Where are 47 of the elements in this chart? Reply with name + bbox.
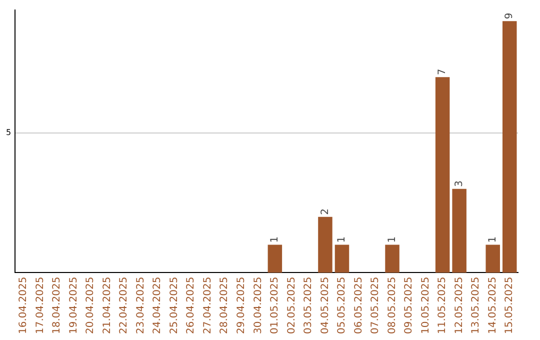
x-tick-label: 12.05.2025 xyxy=(454,276,465,334)
bar xyxy=(452,188,466,273)
data-label: 3 xyxy=(454,180,465,187)
bar xyxy=(268,244,282,273)
x-tick-label: 15.05.2025 xyxy=(504,276,516,334)
x-tick-label: 27.04.2025 xyxy=(202,276,214,334)
x-tick-label: 07.05.2025 xyxy=(370,276,382,334)
bar xyxy=(334,244,350,273)
data-label: 1 xyxy=(487,236,498,243)
x-tick-label: 04.05.2025 xyxy=(320,276,331,334)
bar xyxy=(318,216,332,273)
x-tick-label: 14.05.2025 xyxy=(487,276,498,334)
x-tick-label: 09.05.2025 xyxy=(404,276,415,334)
x-tick-label: 05.05.2025 xyxy=(336,276,348,334)
x-tick-label: 19.04.2025 xyxy=(68,276,80,334)
data-label: 1 xyxy=(386,236,398,243)
data-label: 7 xyxy=(437,68,448,76)
bar xyxy=(385,244,400,273)
data-label: 1 xyxy=(270,236,281,243)
x-tick-label: 28.04.2025 xyxy=(219,276,230,334)
x-tick-label: 01.05.2025 xyxy=(270,276,281,334)
x-tick-label: 18.04.2025 xyxy=(52,276,63,334)
x-tick-label: 10.05.2025 xyxy=(420,276,432,334)
x-tick-label: 08.05.2025 xyxy=(386,276,398,334)
x-tick-label: 11.05.2025 xyxy=(437,276,448,334)
x-tick-label: 23.04.2025 xyxy=(135,276,146,334)
x-tick-label: 24.04.2025 xyxy=(152,276,164,334)
bar xyxy=(486,244,500,273)
x-tick-label: 03.05.2025 xyxy=(303,276,314,334)
x-tick-label: 29.04.2025 xyxy=(236,276,247,334)
x-tick-label: 02.05.2025 xyxy=(286,276,298,334)
x-tick-label: 06.05.2025 xyxy=(353,276,364,334)
data-label: 1 xyxy=(336,236,348,243)
y-tick-label: 5 xyxy=(6,128,12,138)
x-tick-label: 26.04.2025 xyxy=(186,276,197,334)
bar xyxy=(502,21,517,273)
data-label: 9 xyxy=(504,12,516,20)
x-tick-label: 25.04.2025 xyxy=(168,276,180,334)
x-tick-label: 16.04.2025 xyxy=(18,276,30,334)
data-label: 2 xyxy=(320,208,331,215)
x-tick-label: 30.04.2025 xyxy=(252,276,264,334)
x-tick-label: 22.04.2025 xyxy=(118,276,130,334)
x-tick-label: 21.04.2025 xyxy=(102,276,113,334)
x-tick-label: 20.04.2025 xyxy=(85,276,96,334)
x-tick-label: 17.04.2025 xyxy=(34,276,46,334)
x-tick-label: 13.05.2025 xyxy=(470,276,482,334)
bar xyxy=(435,77,450,273)
